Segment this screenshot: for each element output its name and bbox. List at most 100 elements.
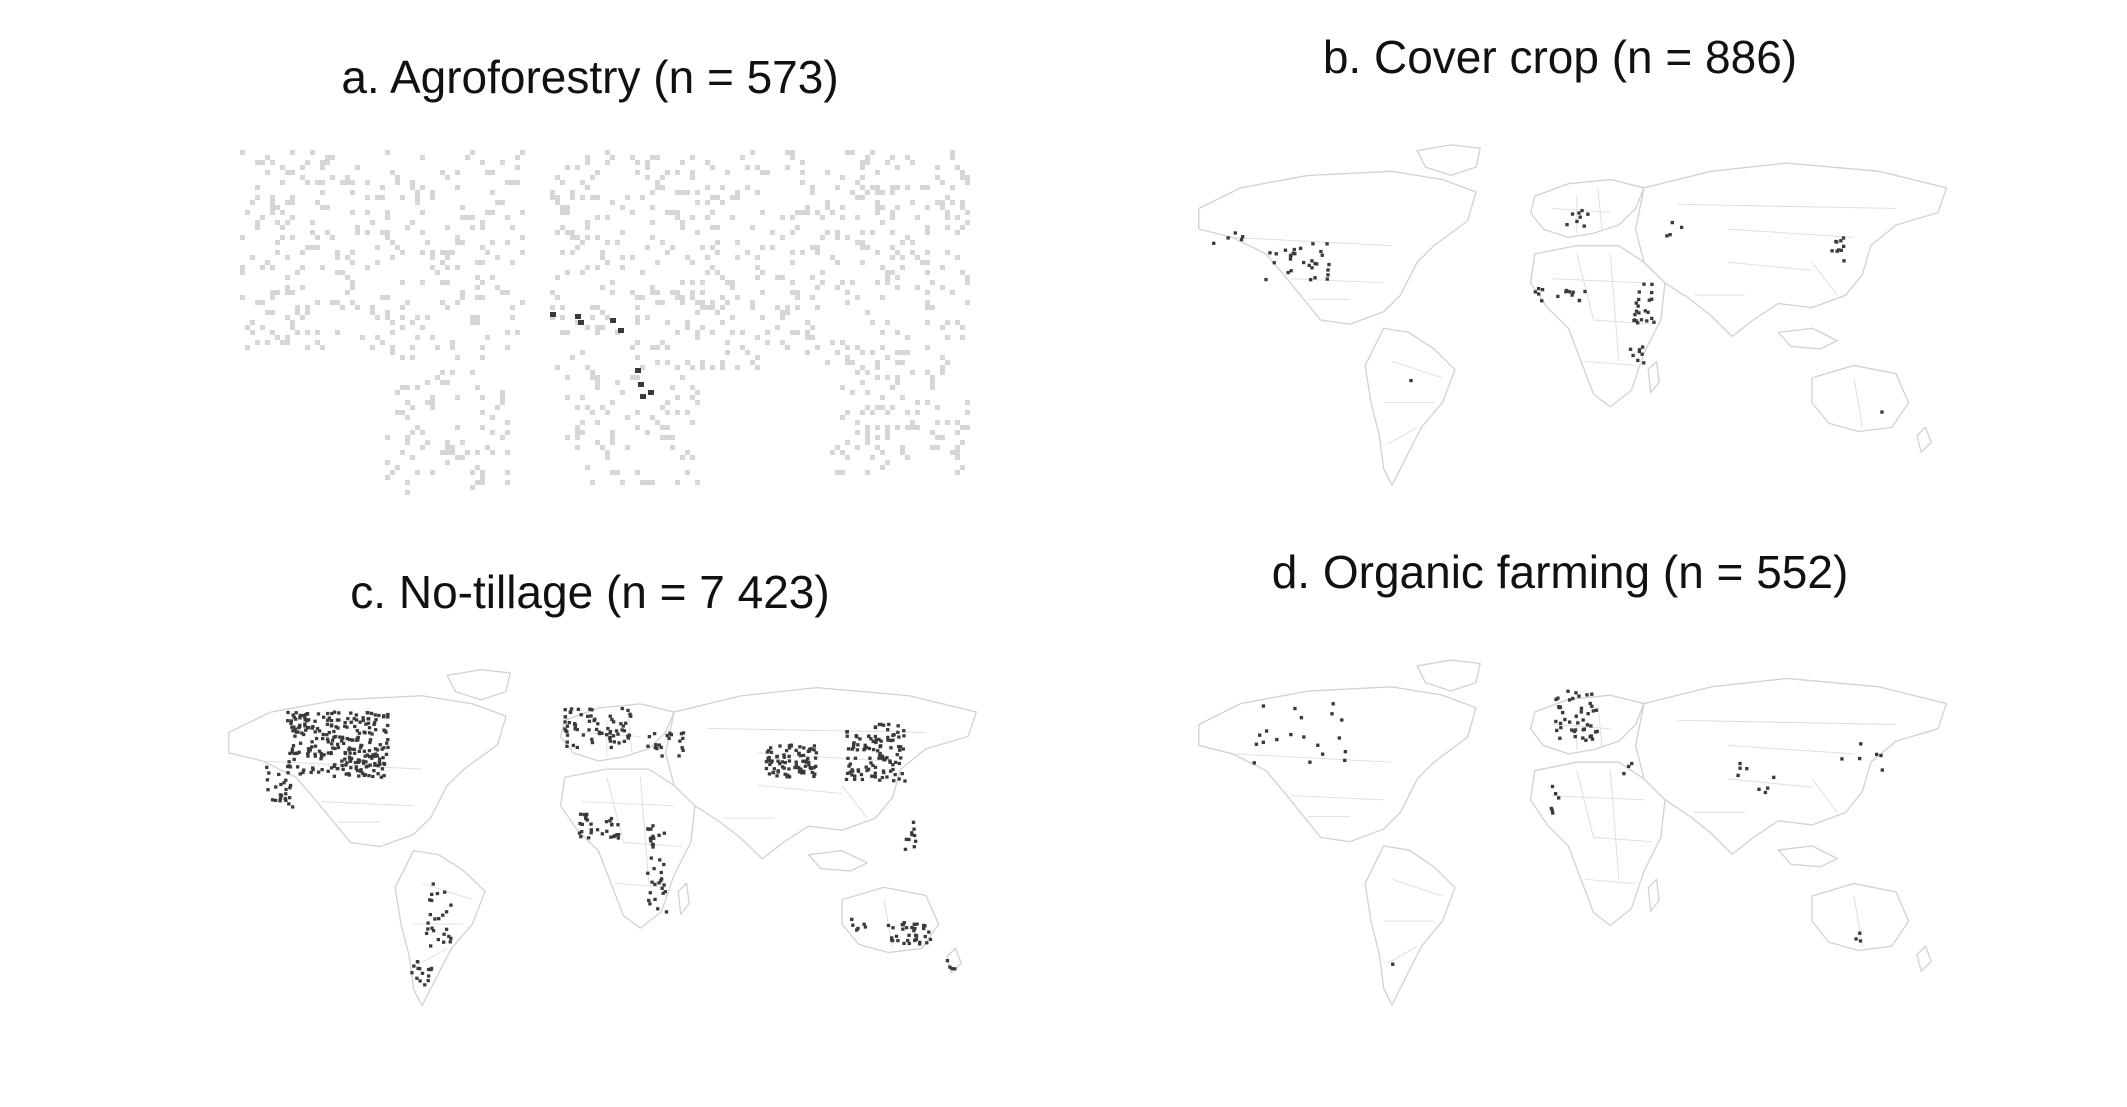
grid-cell	[685, 190, 690, 195]
study-site-point	[319, 751, 323, 756]
grid-cell	[315, 200, 320, 205]
country-border	[1291, 278, 1384, 284]
country-border	[606, 777, 625, 843]
study-site-point	[353, 724, 357, 729]
study-site-point	[346, 716, 350, 721]
study-site-point	[1264, 277, 1268, 282]
study-site-point	[362, 773, 366, 777]
grid-cell	[800, 180, 805, 185]
study-site-point	[648, 902, 652, 906]
grid-cell	[880, 265, 885, 270]
study-site-point	[343, 757, 347, 761]
grid-cell	[910, 370, 915, 375]
study-site-point	[576, 707, 581, 711]
grid-cell	[935, 420, 940, 425]
grid-cell	[600, 445, 605, 450]
study-site-point	[335, 766, 339, 771]
grid-cell	[510, 180, 515, 185]
study-site-point	[783, 760, 787, 765]
study-site-point	[646, 871, 650, 875]
grid-cell	[935, 200, 940, 205]
country-border	[1585, 878, 1636, 884]
grid-cell	[285, 335, 290, 340]
study-site-point	[375, 754, 379, 758]
country-border	[841, 785, 868, 819]
grid-cell	[405, 435, 410, 440]
study-site-point	[1650, 297, 1654, 301]
study-site-point	[948, 965, 952, 969]
study-site-point	[304, 728, 308, 732]
grid-cell	[250, 320, 255, 325]
study-site-point	[851, 923, 855, 927]
study-site-point	[274, 785, 278, 789]
grid-cell	[385, 210, 390, 215]
grid-cell	[460, 440, 465, 445]
study-site-point	[1574, 691, 1578, 695]
study-site-point	[679, 732, 684, 736]
study-site-point	[360, 771, 365, 775]
study-site-point	[616, 833, 621, 837]
study-site-point	[373, 713, 377, 717]
grid-cell	[945, 195, 950, 200]
grid-cell	[750, 300, 755, 305]
study-site-point	[616, 732, 620, 736]
grid-cell	[875, 375, 880, 380]
study-site-point	[877, 737, 881, 742]
grid-cell	[440, 250, 445, 255]
grid-cell	[910, 240, 915, 245]
grid-cell	[835, 470, 840, 475]
grid-cell	[715, 310, 720, 315]
study-site-point	[656, 907, 660, 911]
grid-cell	[845, 355, 850, 360]
grid-cell	[290, 325, 295, 330]
study-site-point	[292, 715, 296, 719]
study-site-point	[589, 714, 593, 718]
study-site-point	[444, 927, 449, 931]
study-site-point	[354, 766, 358, 770]
grid-cell	[565, 165, 570, 170]
grid-cell	[415, 195, 420, 200]
study-site-point	[418, 979, 422, 983]
grid-cell	[710, 265, 715, 270]
grid-cell	[315, 330, 320, 335]
grid-cell	[905, 155, 910, 160]
study-site-point	[1639, 318, 1644, 322]
grid-cell	[430, 470, 435, 475]
study-site-point	[1311, 242, 1315, 246]
grid-cell	[875, 445, 880, 450]
study-site-point	[322, 753, 326, 757]
grid-cell	[705, 305, 710, 310]
grid-cell	[610, 200, 615, 205]
study-site-point	[681, 748, 685, 752]
study-sites	[1212, 208, 1884, 414]
grid-cell	[405, 440, 410, 445]
grid-cell	[740, 330, 745, 335]
grid-cell	[900, 240, 905, 245]
grid-cell	[815, 345, 820, 350]
study-site-point	[665, 733, 669, 738]
grid-cell	[480, 410, 485, 415]
study-site-point	[1570, 212, 1575, 216]
grid-cell	[335, 255, 340, 260]
grid-cell	[945, 360, 950, 365]
study-site-point	[1636, 297, 1641, 302]
study-site-point	[903, 779, 907, 783]
grid-map	[240, 150, 970, 495]
study-site-point	[444, 910, 449, 914]
study-site-point	[359, 769, 363, 773]
grid-cell	[585, 325, 590, 330]
study-site-point	[1551, 811, 1555, 815]
land-outline	[1647, 878, 1660, 912]
study-site-point	[1642, 361, 1646, 365]
grid-cell	[515, 330, 520, 335]
grid-cell	[415, 470, 420, 475]
study-site-point	[357, 774, 361, 778]
grid-cell	[635, 160, 640, 165]
grid-cell	[820, 270, 825, 275]
study-site-point	[907, 941, 911, 946]
grid-cell	[445, 280, 450, 285]
grid-cell	[755, 355, 760, 360]
grid-cell	[650, 205, 655, 210]
study-site-point	[587, 728, 591, 732]
grid-cell	[270, 295, 275, 300]
